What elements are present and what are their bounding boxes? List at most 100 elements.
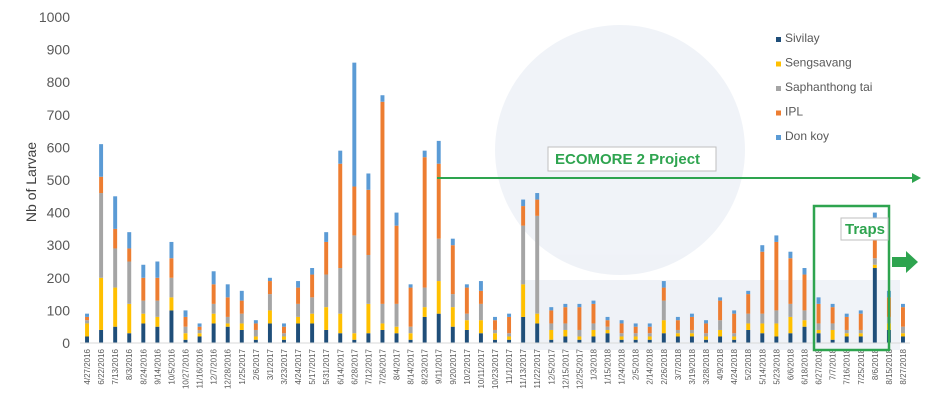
bar-segment-sivilay [197, 336, 202, 343]
bar-segment-don-koy [549, 307, 554, 311]
bar-segment-sengsavang [85, 323, 89, 337]
bar-segment-sivilay [113, 326, 118, 343]
x-tick-label: 10/27/2016 [182, 348, 191, 389]
bar-segment-sengsavang [324, 307, 329, 330]
bar-segment-saphanthong-tai [535, 215, 540, 314]
bar-segment-ipl [352, 186, 357, 236]
bar-segment-sivilay [310, 323, 315, 343]
bar-segment-saphanthong-tai [408, 326, 413, 334]
y-tick-label: 300 [47, 237, 71, 253]
bar-segment-sivilay [689, 336, 694, 343]
bar-segment-saphanthong-tai [788, 303, 793, 317]
x-tick-label: 4/27/2016 [83, 348, 92, 384]
bar-segment-sengsavang [211, 313, 216, 324]
bar-series-group [85, 62, 905, 343]
x-tick-label: 11/1/2017 [505, 348, 514, 384]
bar-segment-don-koy [760, 245, 765, 252]
legend-label: Don koy [785, 129, 829, 143]
bar-segment-sivilay [521, 316, 526, 343]
bar-segment-saphanthong-tai [872, 258, 877, 265]
x-tick-label: 10/2/2017 [463, 348, 472, 384]
bar-segment-saphanthong-tai [493, 329, 497, 334]
bar-segment-saphanthong-tai [718, 320, 723, 330]
bar-segment-sivilay [816, 333, 821, 343]
bar-segment-sengsavang [141, 313, 146, 324]
x-tick-label: 12/25/2017 [575, 348, 584, 389]
bar-segment-sivilay [802, 326, 807, 343]
bar-segment-saphanthong-tai [802, 310, 807, 321]
bar-segment-ipl [197, 326, 202, 330]
bar-segment-don-koy [394, 212, 399, 226]
bar-segment-don-koy [197, 323, 202, 327]
y-tick-label: 200 [47, 270, 71, 286]
bar-segment-don-koy [183, 310, 188, 317]
bar-segment-sengsavang [521, 284, 526, 317]
bar-segment-sengsavang [802, 320, 807, 327]
x-tick-label: 6/28/2017 [350, 348, 359, 384]
bar-segment-don-koy [127, 232, 132, 249]
bar-segment-sengsavang [493, 333, 497, 340]
x-tick-label: 7/26/2017 [379, 348, 388, 384]
bar-segment-sivilay [619, 339, 624, 343]
x-tick-label: 8/4/2017 [393, 348, 402, 380]
bar-segment-sengsavang [338, 313, 343, 334]
y-tick-label: 700 [47, 107, 71, 123]
x-tick-label: 1/15/2018 [604, 348, 613, 384]
bar-segment-don-koy [521, 199, 526, 207]
x-tick-label: 8/15/2018 [885, 348, 894, 384]
bar-segment-ipl [478, 290, 483, 304]
ecomore-annotation: ECOMORE 2 Project [437, 146, 921, 183]
bar-segment-don-koy [830, 303, 835, 308]
ecomore-arrow-head [912, 173, 921, 183]
bar-segment-sengsavang [872, 264, 877, 269]
bar-segment-ipl [901, 307, 905, 327]
bar-segment-sivilay [872, 268, 877, 343]
bar-segment-ipl [816, 303, 821, 324]
bar-segment-saphanthong-tai [858, 329, 863, 334]
bar-segment-saphanthong-tai [99, 193, 104, 278]
bar-segment-ipl [563, 307, 568, 324]
x-tick-label: 12/7/2016 [210, 348, 219, 384]
x-tick-label: 5/23/2018 [772, 348, 781, 384]
bar-segment-sivilay [155, 326, 160, 343]
y-tick-label: 100 [47, 302, 71, 318]
bar-segment-don-koy [507, 313, 512, 317]
x-tick-label: 6/27/2018 [815, 348, 824, 384]
x-tick-label: 5/31/2017 [322, 348, 331, 384]
bar-segment-sivilay [408, 339, 413, 343]
bar-segment-sengsavang [675, 333, 680, 337]
bar-segment-sivilay [422, 316, 427, 343]
bar-segment-sivilay [633, 339, 638, 343]
bar-segment-sengsavang [183, 333, 188, 340]
x-tick-label: 3/19/2018 [688, 348, 697, 384]
bar-segment-saphanthong-tai [394, 303, 399, 327]
bar-segment-saphanthong-tai [746, 313, 751, 324]
bar-segment-don-koy [211, 271, 216, 285]
bar-segment-ipl [788, 258, 793, 304]
x-tick-label: 4/24/2017 [294, 348, 303, 384]
bar-segment-sengsavang [267, 310, 272, 324]
bar-segment-sengsavang [788, 316, 793, 334]
bar-segment-sivilay [535, 323, 540, 343]
x-tick-label: 12/5/2017 [547, 348, 556, 384]
bar-segment-saphanthong-tai [549, 323, 554, 330]
bar-segment-ipl [127, 248, 132, 262]
bar-segment-saphanthong-tai [267, 294, 272, 311]
x-tick-label: 2/26/2018 [660, 348, 669, 384]
bar-segment-saphanthong-tai [689, 329, 694, 334]
x-tick-label: 8/14/2017 [407, 348, 416, 384]
bar-segment-sengsavang [563, 329, 568, 337]
bar-segment-saphanthong-tai [85, 320, 89, 324]
x-tick-label: 5/14/2018 [758, 348, 767, 384]
bar-segment-ipl [183, 316, 188, 327]
bar-segment-sivilay [394, 333, 399, 343]
bar-segment-sengsavang [507, 336, 512, 340]
watermark [495, 25, 900, 350]
x-tick-label: 8/23/2017 [421, 348, 430, 384]
traps-arrow-head [906, 251, 918, 273]
x-tick-label: 3/23/2017 [280, 348, 289, 384]
bar-segment-ipl [141, 277, 146, 301]
y-axis-ticks: 0 100 200 300 400 500 600 700 800 900 1000 [39, 9, 70, 351]
x-axis-ticks: 4/27/2016 6/22/2016 7/13/2016 8/3/2016 8/24/… [83, 348, 908, 389]
bar-segment-saphanthong-tai [521, 225, 526, 285]
